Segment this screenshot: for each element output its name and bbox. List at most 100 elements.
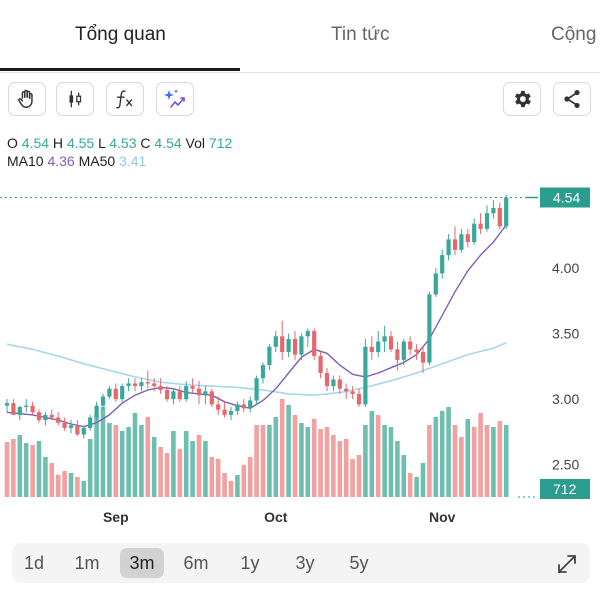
volume-bar <box>420 463 426 497</box>
candle-body <box>312 331 317 356</box>
volume-bar <box>119 431 125 497</box>
candle-body <box>196 388 202 396</box>
candle-body <box>190 386 195 389</box>
candle-body <box>203 391 208 396</box>
indicator-function-button[interactable] <box>106 82 144 116</box>
period-3m[interactable]: 3m <box>120 548 164 578</box>
candle <box>94 401 99 421</box>
candle <box>369 336 374 360</box>
candle-body <box>504 197 509 227</box>
volume-bar <box>30 445 35 497</box>
volume-bar <box>324 427 330 497</box>
candle <box>484 205 490 232</box>
period-6m[interactable]: 6m <box>183 553 209 573</box>
candle <box>68 420 74 434</box>
volume-bar <box>382 425 387 497</box>
ohlc-legend: O 4.54 H 4.55 L 4.53 C 4.54 Vol 712 MA10… <box>7 134 232 170</box>
candle <box>36 409 42 423</box>
candle <box>120 383 125 402</box>
volume-bar <box>4 442 10 497</box>
volume-bar <box>228 481 234 497</box>
tab-bar: Tổng quan Tin tức Cộng <box>0 0 600 73</box>
tab-news[interactable]: Tin tức <box>331 24 390 45</box>
candle-body <box>17 407 22 415</box>
candle <box>107 386 112 400</box>
y-tick-label: 3.50 <box>552 326 579 342</box>
ma10-value: 4.36 <box>47 153 75 169</box>
settings-button[interactable] <box>503 82 541 116</box>
candle-body <box>388 336 394 350</box>
volume-bar <box>363 425 368 497</box>
candle-body <box>56 417 61 423</box>
candle <box>337 375 342 394</box>
candle <box>491 200 496 219</box>
candle-body <box>24 405 29 408</box>
volume-bar <box>215 459 221 497</box>
candle <box>504 194 509 229</box>
volume-bar <box>62 471 67 497</box>
candle-body <box>478 223 483 229</box>
candle-body <box>273 336 278 347</box>
candle-body <box>235 404 240 411</box>
tab-community[interactable]: Cộng <box>551 24 597 45</box>
candle-body <box>171 391 176 400</box>
function-icon <box>116 90 133 109</box>
tab-overview[interactable]: Tổng quan <box>75 24 166 45</box>
candlestick-icon <box>69 90 82 108</box>
volume-bar <box>401 455 407 497</box>
candle-body <box>126 383 131 387</box>
volume-bar <box>164 453 170 497</box>
hand-tool-button[interactable] <box>8 82 46 116</box>
close-value: 4.54 <box>154 135 182 151</box>
volume-bar <box>151 437 157 497</box>
candle <box>158 378 163 394</box>
expand-icon[interactable] <box>555 552 579 576</box>
candle <box>254 375 259 405</box>
volume-bar <box>36 441 42 497</box>
candle-body <box>427 294 432 363</box>
share-button[interactable] <box>553 82 591 116</box>
period-1m[interactable]: 1m <box>74 553 100 573</box>
candle-body <box>145 382 150 384</box>
volume-bar <box>100 407 106 497</box>
candle-body <box>100 396 106 406</box>
candle <box>11 399 16 415</box>
volume-bar <box>318 429 323 497</box>
ai-insight-button[interactable] <box>156 82 194 116</box>
candle <box>305 328 310 347</box>
volume-bar <box>446 407 451 497</box>
price-chart[interactable]: 4.54 4.00 3.50 3.00 2.50 712 Sep Oct Nov <box>0 170 600 530</box>
axes: 4.54 4.00 3.50 3.00 2.50 712 Sep Oct Nov <box>103 187 590 525</box>
candle <box>401 338 406 366</box>
ma50-value: 3.41 <box>119 153 147 169</box>
candle-body <box>369 346 374 353</box>
candle <box>459 228 464 253</box>
candle <box>497 202 502 229</box>
period-5y[interactable]: 5y <box>349 553 369 573</box>
candle <box>126 378 131 392</box>
candle <box>81 425 86 439</box>
period-3y[interactable]: 3y <box>295 553 315 573</box>
volume-bar <box>433 417 439 497</box>
volume-bar <box>471 427 477 497</box>
candles <box>4 194 509 439</box>
candle <box>113 383 118 402</box>
close-label: C <box>140 135 151 151</box>
candle <box>248 396 253 413</box>
volume-bar <box>279 399 285 497</box>
candle <box>267 344 272 371</box>
volume-bar <box>145 417 151 497</box>
volume-bar <box>286 405 291 497</box>
candle <box>164 386 170 402</box>
candle <box>43 412 48 426</box>
period-1y[interactable]: 1y <box>240 553 260 573</box>
volume-bar <box>81 481 87 497</box>
candle-body <box>120 386 125 400</box>
period-1d[interactable]: 1d <box>23 553 45 573</box>
candlestick-tool-button[interactable] <box>56 82 94 116</box>
volume-bar <box>222 473 227 497</box>
volume-tag-text: 712 <box>553 481 577 497</box>
candle <box>228 407 234 421</box>
candle-body <box>11 403 16 415</box>
volume-bar <box>343 439 349 497</box>
